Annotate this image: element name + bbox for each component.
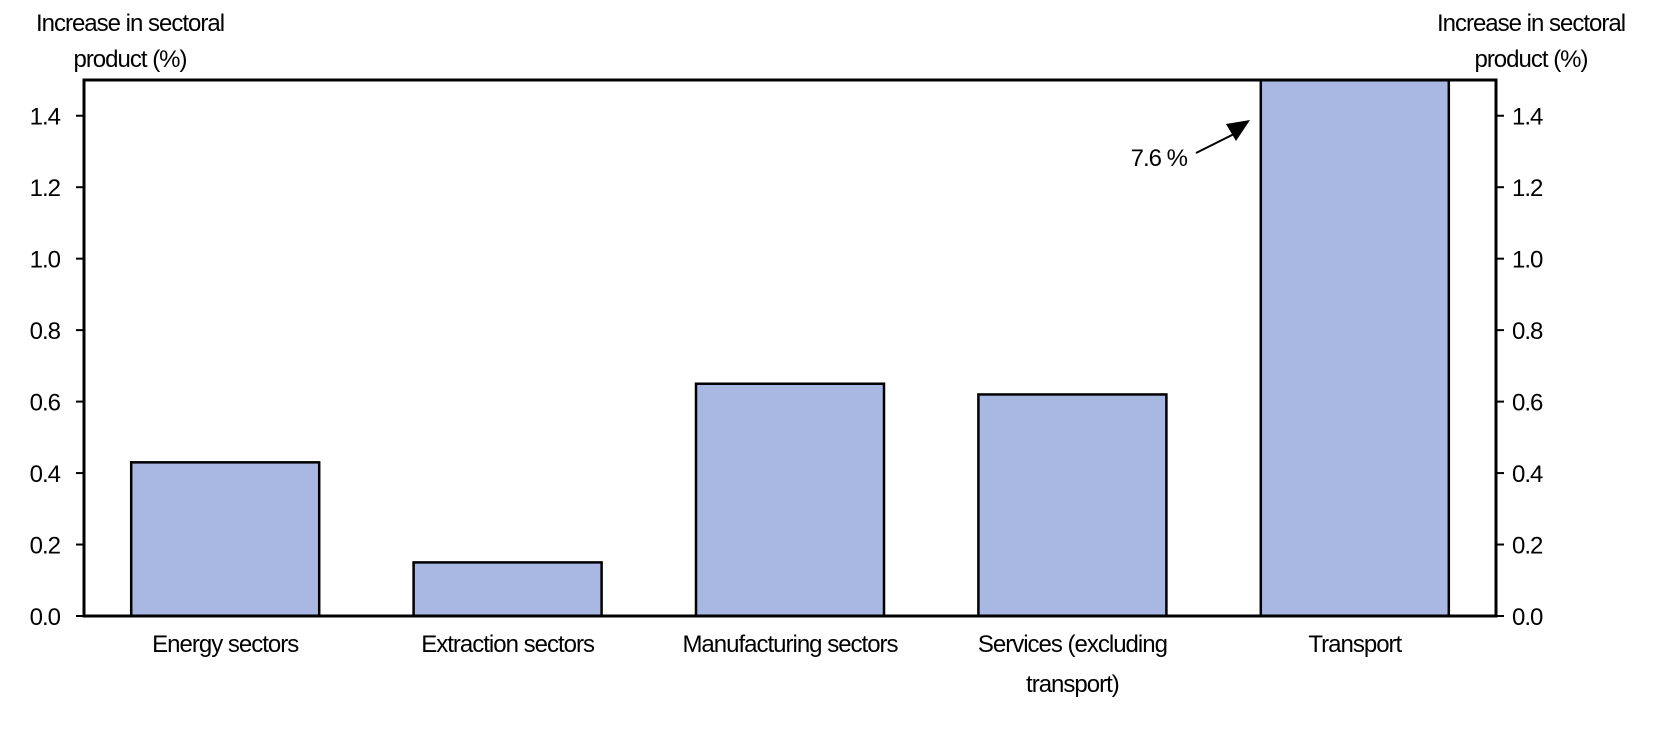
right-y-axis: 0.0 0.2 0.4 0.6 0.8 1.0 1.2 1.4 bbox=[1496, 104, 1544, 631]
bar-transport bbox=[1259, 78, 1451, 618]
annotation-arrow-line bbox=[1195, 132, 1237, 154]
category-label: Extraction sectors bbox=[421, 631, 595, 658]
right-tick-label: 1.4 bbox=[1512, 104, 1543, 131]
annotation-label: 7.6 % bbox=[1131, 145, 1188, 172]
left-tick-label: 1.4 bbox=[30, 104, 61, 131]
left-tick-label: 1.0 bbox=[30, 247, 61, 274]
right-tick-label: 0.0 bbox=[1512, 604, 1543, 631]
category-label: Services (excluding transport) bbox=[978, 631, 1167, 698]
right-tick-label: 0.8 bbox=[1512, 318, 1543, 345]
category-label: Manufacturing sectors bbox=[682, 631, 898, 658]
left-y-axis: 0.0 0.2 0.4 0.6 0.8 1.0 1.2 1.4 bbox=[30, 104, 84, 631]
right-tick-label: 1.0 bbox=[1512, 247, 1543, 274]
category-label: Transport bbox=[1308, 631, 1402, 658]
left-tick-label: 0.6 bbox=[30, 390, 61, 417]
left-tick-label: 0.2 bbox=[30, 533, 61, 560]
bar-extraction-sectors bbox=[412, 561, 603, 618]
bar-energy-sectors bbox=[129, 461, 321, 618]
right-tick-label: 0.4 bbox=[1512, 461, 1543, 488]
category-label: Energy sectors bbox=[152, 631, 299, 658]
right-tick-label: 0.2 bbox=[1512, 533, 1543, 560]
x-axis-categories: Energy sectors Extraction sectors Manufact… bbox=[152, 631, 1403, 698]
right-axis-title: Increase in sectoral product (%) bbox=[1436, 10, 1626, 73]
right-tick-label: 0.6 bbox=[1512, 390, 1543, 417]
bar-manufacturing-sectors bbox=[694, 382, 886, 618]
right-tick-label: 1.2 bbox=[1512, 175, 1543, 202]
left-tick-label: 1.2 bbox=[30, 175, 61, 202]
left-axis-title: Increase in sectoral product (%) bbox=[35, 10, 225, 73]
left-tick-label: 0.0 bbox=[30, 604, 61, 631]
left-tick-label: 0.8 bbox=[30, 318, 61, 345]
annotation-arrowhead-icon bbox=[1226, 120, 1250, 141]
bars-group bbox=[129, 78, 1451, 618]
annotation-group: 7.6 % bbox=[1131, 120, 1250, 172]
plot-frame bbox=[82, 78, 1498, 618]
bar-services-excluding-transport bbox=[977, 393, 1168, 618]
left-tick-label: 0.4 bbox=[30, 461, 61, 488]
